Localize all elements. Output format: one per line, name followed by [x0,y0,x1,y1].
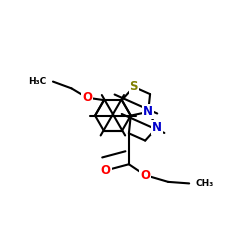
Text: O: O [140,168,150,181]
Text: CH₃: CH₃ [196,179,214,188]
Text: N: N [143,106,153,118]
Text: S: S [130,80,138,93]
Text: H₃C: H₃C [28,77,46,86]
Text: O: O [82,91,92,104]
Text: O: O [101,164,111,177]
Text: N: N [152,121,162,134]
